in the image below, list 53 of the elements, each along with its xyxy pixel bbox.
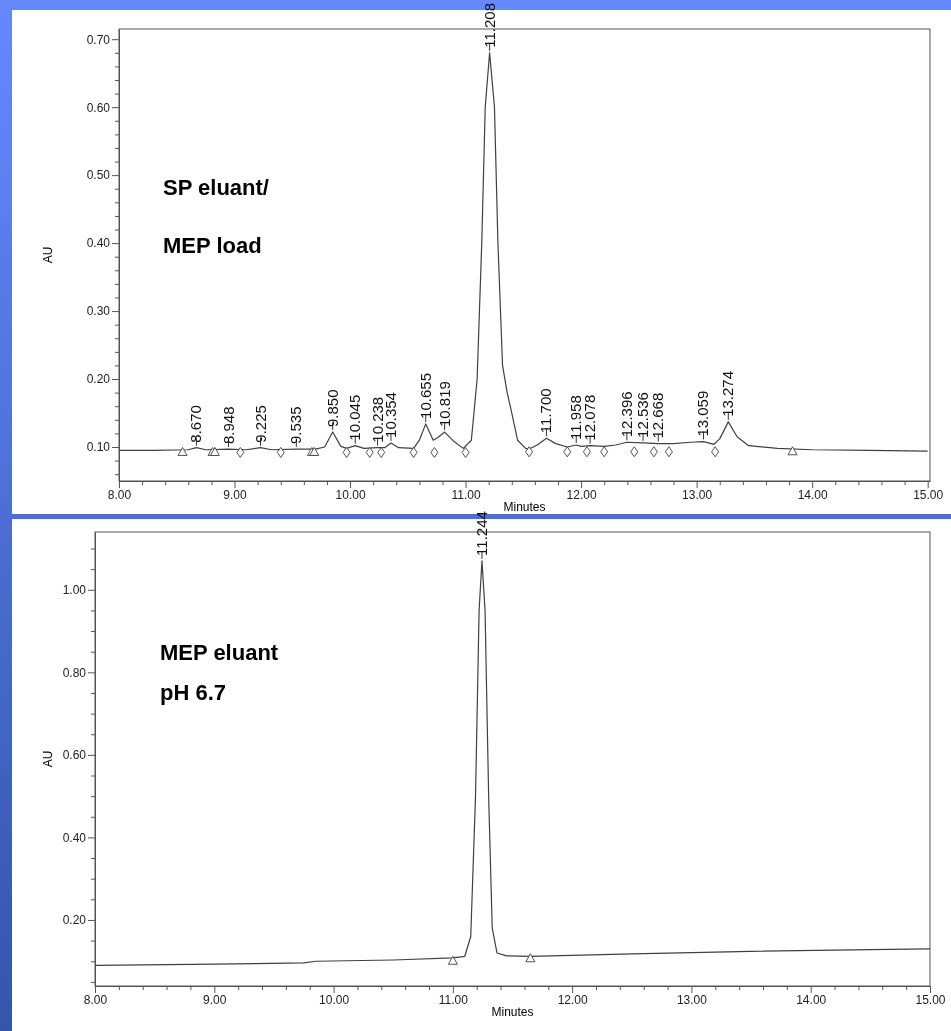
- annotation: 9.535: [287, 406, 305, 445]
- x-tick-label: 9.00: [203, 992, 227, 1007]
- x-tick-label: 8.00: [83, 992, 108, 1007]
- annotation: 10.655: [416, 373, 434, 419]
- annotation: MEP load: [163, 233, 262, 258]
- annotation: 13.059: [694, 390, 712, 437]
- x-tick-label: 12.00: [566, 487, 597, 502]
- x-tick-label: 10.00: [319, 992, 350, 1007]
- y-axis-title: AU: [41, 750, 55, 768]
- x-tick-label: 13.00: [676, 992, 708, 1007]
- annotation: SP eluant/: [163, 175, 269, 200]
- annotation: 12.396: [617, 391, 635, 438]
- x-tick-label: 11.00: [438, 992, 469, 1007]
- y-tick-label: 1.00: [62, 583, 87, 598]
- y-tick-label: 0.40: [62, 830, 87, 845]
- annotation: 10.238: [368, 396, 386, 443]
- y-tick-label: 0.30: [86, 304, 111, 319]
- x-axis-title: Minutes: [503, 500, 546, 514]
- x-axis-title: Minutes: [491, 1005, 534, 1019]
- x-tick-label: 12.00: [557, 992, 588, 1007]
- annotation: 8.948: [219, 406, 237, 445]
- x-tick-label: 14.00: [797, 487, 828, 502]
- y-tick-label: 0.40: [86, 236, 111, 251]
- x-tick-label: 8.00: [107, 487, 132, 502]
- annotation: 13.274: [719, 370, 737, 417]
- y-tick-label: 0.20: [62, 913, 87, 928]
- annotation: 10.819: [435, 381, 453, 428]
- annotation: 9.850: [323, 389, 341, 428]
- annotation: 9.225: [251, 405, 269, 443]
- annotation: MEP eluant: [160, 640, 279, 665]
- y-tick-label: 0.60: [86, 100, 111, 115]
- y-tick-label: 0.80: [62, 665, 87, 680]
- annotation: 10.045: [346, 394, 364, 441]
- annotation: 12.668: [649, 392, 667, 439]
- x-tick-label: 13.00: [682, 487, 713, 502]
- annotation: pH 6.7: [160, 680, 227, 705]
- y-tick-label: 0.20: [86, 372, 111, 387]
- x-tick-label: 10.00: [335, 487, 366, 502]
- x-tick-label: 15.00: [913, 487, 944, 502]
- annotation: 11.244: [472, 511, 490, 556]
- x-tick-label: 14.00: [796, 992, 827, 1007]
- y-tick-label: 0.10: [86, 440, 111, 455]
- x-tick-label: 11.00: [451, 487, 481, 502]
- annotation: 12.536: [634, 392, 652, 438]
- y-axis-title: AU: [41, 246, 55, 264]
- y-tick-label: 0.50: [86, 168, 111, 183]
- x-tick-label: 9.00: [223, 487, 248, 502]
- x-tick-label: 15.00: [915, 992, 946, 1007]
- y-tick-label: 0.70: [86, 32, 111, 47]
- annotation: 11.208: [480, 3, 498, 48]
- annotation: 8.670: [187, 405, 205, 443]
- annotation: 11.700: [537, 388, 555, 434]
- y-tick-label: 0.60: [62, 748, 87, 763]
